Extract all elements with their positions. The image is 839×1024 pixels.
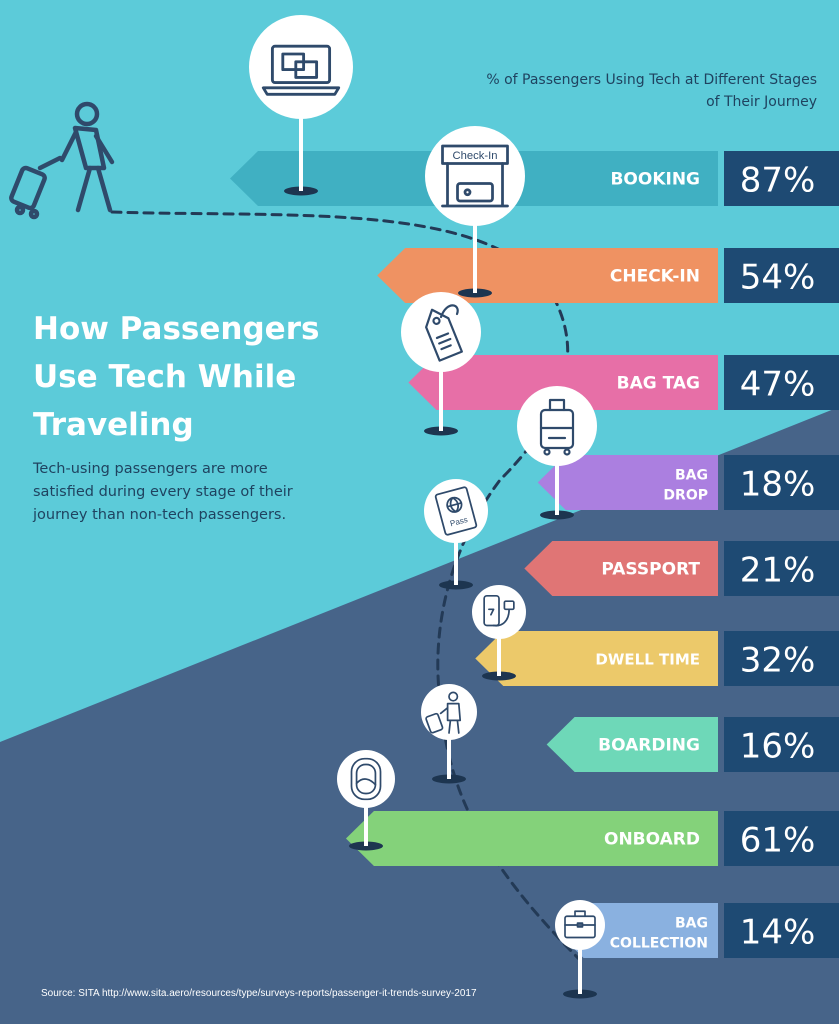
source-note: Source: SITA http://www.sita.aero/resour…: [41, 988, 477, 999]
briefcase-icon: [564, 910, 596, 939]
category-label: BAG: [675, 916, 708, 932]
category-label: BOARDING: [598, 736, 700, 756]
chart-heading: % of Passengers Using Tech at Different …: [486, 72, 817, 110]
value-label: 14%: [740, 913, 816, 953]
boarding-passenger-icon: [425, 691, 462, 734]
value-label: 21%: [740, 551, 816, 591]
pin-marker: [472, 585, 526, 681]
pin-marker: [401, 292, 481, 436]
value-box: [724, 151, 839, 206]
passport-label: Pass: [449, 515, 469, 528]
value-label: 18%: [740, 465, 816, 505]
category-label: BOOKING: [610, 170, 700, 190]
kiosk-label: Check-In: [452, 150, 497, 162]
check-in-kiosk-icon: Check-In: [441, 144, 509, 208]
value-label: 61%: [740, 821, 816, 861]
pin-marker: [421, 684, 477, 784]
value-box: [724, 455, 839, 510]
value-label: 32%: [740, 641, 816, 681]
pin-marker: [249, 15, 353, 196]
category-label: COLLECTION: [610, 936, 708, 952]
pin-marker: Pass: [424, 479, 488, 590]
bar-passport: [524, 541, 718, 596]
category-label: ONBOARD: [604, 830, 700, 850]
category-label: BAG: [675, 468, 708, 484]
pin-marker: [337, 750, 395, 851]
bar-dwell-time: [475, 631, 718, 686]
category-label: DROP: [663, 488, 708, 504]
passport-icon: Pass: [434, 486, 478, 536]
value-box: [724, 355, 839, 410]
laptop-icon: [261, 44, 341, 96]
airplane-window-icon: [350, 757, 382, 801]
value-label: 87%: [740, 161, 816, 201]
bar-bag-tag: [408, 355, 718, 410]
value-box: [724, 631, 839, 686]
bag-tag-icon: [425, 304, 463, 362]
value-box: [724, 248, 839, 303]
category-label: BAG TAG: [617, 374, 700, 394]
bar-check-in: [377, 248, 718, 303]
pin-marker: Check-In: [425, 126, 525, 298]
bar-bag-drop: [537, 455, 718, 510]
page-title: How Passengers Use Tech While Traveling: [33, 311, 320, 443]
bar-boarding: [546, 717, 718, 772]
value-box: [724, 541, 839, 596]
value-label: 47%: [740, 365, 816, 405]
traveler-with-suitcase-icon: [9, 101, 115, 220]
value-box: [724, 811, 839, 866]
pin-marker: [555, 900, 605, 999]
journey-path: [110, 210, 582, 962]
bar-onboard: [345, 811, 718, 866]
value-label: 54%: [740, 258, 816, 298]
phone-charger-icon: [483, 594, 515, 627]
pin-marker: [517, 386, 597, 520]
value-label: 16%: [740, 727, 816, 767]
value-box: [724, 717, 839, 772]
rolling-suitcase-icon: [539, 398, 575, 456]
category-label: CHECK-IN: [610, 267, 700, 287]
category-label: DWELL TIME: [595, 651, 700, 669]
value-box: [724, 903, 839, 958]
page-subtitle: Tech-using passengers are more satisfied…: [33, 461, 293, 523]
category-label: PASSPORT: [601, 560, 700, 580]
